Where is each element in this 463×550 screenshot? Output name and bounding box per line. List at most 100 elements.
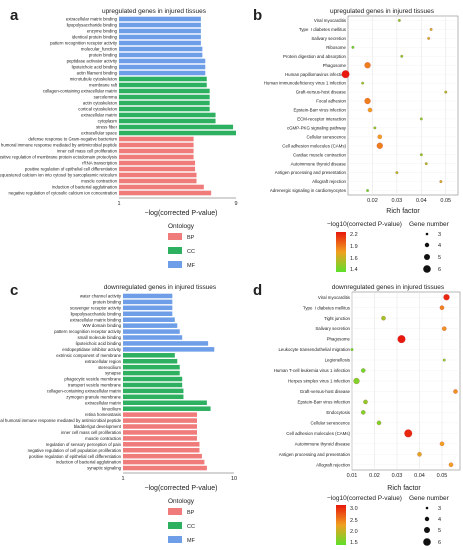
bar-label-c-0: water channel activity [80, 294, 122, 299]
bar-label-a-2: enzyme binding [87, 29, 118, 34]
bar-c-0 [123, 293, 173, 299]
panel-d-title: downregulated genes in injured tissues [332, 284, 445, 291]
x-tick-d-4: 0.05 [437, 473, 448, 479]
bar-c-22 [123, 424, 197, 429]
panel-b-cbar-tick-0: 2.2 [350, 232, 358, 238]
legend-a-bp-swatch [168, 233, 182, 240]
bar-label-a-24: rRNA transcription [82, 161, 117, 166]
row-label-b-12: cGMP-PKG signaling pathway [287, 125, 347, 130]
panel-c-xlabel: −log(corrected P-value) [145, 485, 218, 492]
bar-a-11 [119, 82, 207, 88]
panel-d-size-tick-3: 6 [438, 540, 441, 546]
panel-a-legend: BP CC MF [168, 233, 196, 269]
bar-label-c-4: extracellular matrix binding [70, 317, 122, 322]
row-label-d-3: Salivary secretion [315, 326, 350, 331]
point-b-17 [395, 171, 399, 175]
x-tick-b-1: 0.03 [392, 198, 403, 204]
bar-c-21 [123, 418, 197, 423]
bar-a-20 [119, 136, 194, 142]
point-d-8 [353, 377, 360, 385]
bar-a-17 [119, 118, 216, 124]
bar-label-c-23: inner cell mass cell proliferation [61, 430, 122, 435]
point-b-3 [351, 45, 355, 49]
bar-label-a-23: positive regulation of membrane protein … [0, 155, 117, 160]
bar-a-22 [119, 148, 194, 154]
row-label-d-8: Herpes simplex virus 1 infection [288, 379, 351, 384]
bar-c-5 [123, 323, 178, 328]
bar-a-10 [119, 76, 207, 82]
panel-c-legend: BP CC MF [168, 508, 196, 544]
panel-b-size-tick-0: 3 [438, 232, 441, 238]
panel-d-cbar-tick-0: 3.0 [350, 506, 358, 512]
panel-c-legend-title: Ontology [168, 498, 195, 505]
panel-b-colorbar [336, 232, 346, 272]
row-label-b-15: Cardiac muscle contraction [293, 152, 347, 157]
point-d-1 [439, 305, 445, 310]
point-b-13 [377, 134, 383, 140]
bar-label-a-27: muscle contraction [81, 179, 117, 184]
point-b-19 [366, 189, 369, 192]
row-label-b-2: Salivary secretion [311, 36, 346, 41]
bar-c-14 [123, 376, 183, 382]
point-b-0 [397, 19, 401, 22]
panel-b-cbar-tick-1: 1.9 [350, 244, 358, 250]
point-d-12 [376, 420, 382, 426]
bar-c-6 [123, 329, 180, 334]
point-b-15 [419, 153, 423, 157]
bar-c-12 [123, 364, 180, 370]
bar-a-13 [119, 94, 210, 100]
bar-c-10 [123, 353, 175, 358]
point-d-7 [361, 368, 366, 373]
bar-label-c-16: collagen-containing extracellular matrix [47, 389, 122, 394]
panel-d-size-title: Gene number [409, 495, 450, 502]
panel-c-tick-0: 1 [121, 476, 124, 482]
bar-label-c-19: kinocilium [102, 406, 121, 411]
bar-label-c-27: positive regulation of epithelial cell d… [29, 454, 122, 459]
bar-label-c-8: lipoteichoic acid binding [76, 341, 122, 346]
bar-c-17 [123, 394, 184, 400]
point-d-4 [397, 335, 406, 344]
row-label-d-14: Autoimmune thyroid disease [295, 441, 351, 446]
row-label-b-11: ECM-receptor interaction [297, 117, 346, 122]
bar-a-23 [119, 154, 194, 160]
legend-c-mf-label: MF [187, 538, 196, 544]
bar-c-24 [123, 436, 197, 441]
bar-label-c-6: pattern recognition receptor activity [54, 329, 122, 334]
bar-label-a-9: actin filament binding [77, 71, 118, 76]
point-b-6 [341, 70, 350, 79]
panel-d-size-dot-4 [424, 516, 430, 522]
bar-label-c-22: bladder/gut development [74, 424, 122, 429]
panel-letter-a: a [10, 7, 19, 24]
row-label-b-0: Viral myocarditis [314, 18, 347, 23]
point-d-14 [439, 441, 445, 447]
row-label-b-8: Graft-versus-host disease [296, 90, 347, 95]
panel-a-xlabel: −log(corrected P-value) [145, 210, 218, 217]
bar-c-7 [123, 335, 183, 340]
panel-b-xlabel: Rich factor [386, 208, 420, 215]
legend-c-bp-swatch [168, 508, 182, 515]
bar-label-c-25: regulation of sensory perception of pain [46, 442, 122, 447]
panel-b-color-title: −log10(corrected P-value) [327, 221, 402, 228]
bar-label-c-7: small molecule binding [78, 335, 122, 340]
bar-c-11 [123, 358, 178, 364]
panel-a-bars: extracellular matrix bindinglipopolysacc… [0, 17, 236, 196]
legend-a-mf-label: MF [187, 263, 196, 269]
row-label-d-16: Allograft rejection [316, 462, 350, 467]
panel-letter-b: b [253, 7, 262, 24]
panel-d-size-dot-5 [424, 527, 430, 533]
legend-a-cc-swatch [168, 247, 182, 254]
bar-c-19 [123, 406, 211, 411]
point-b-8 [444, 90, 448, 94]
point-b-1 [429, 28, 433, 31]
panel-b-size-title: Gene number [409, 221, 450, 228]
bar-c-9 [123, 347, 215, 352]
panel-b-size-dot-4 [424, 242, 430, 248]
row-label-d-13: Cell adhesion molecules (CAMs) [286, 431, 350, 436]
bar-c-4 [123, 317, 175, 322]
bar-c-3 [123, 311, 173, 317]
bar-label-a-22: inner cell mass cell proliferation [57, 149, 118, 154]
panel-b-size-dot-5 [424, 254, 430, 260]
point-b-9 [364, 97, 371, 105]
bar-c-18 [123, 400, 207, 406]
